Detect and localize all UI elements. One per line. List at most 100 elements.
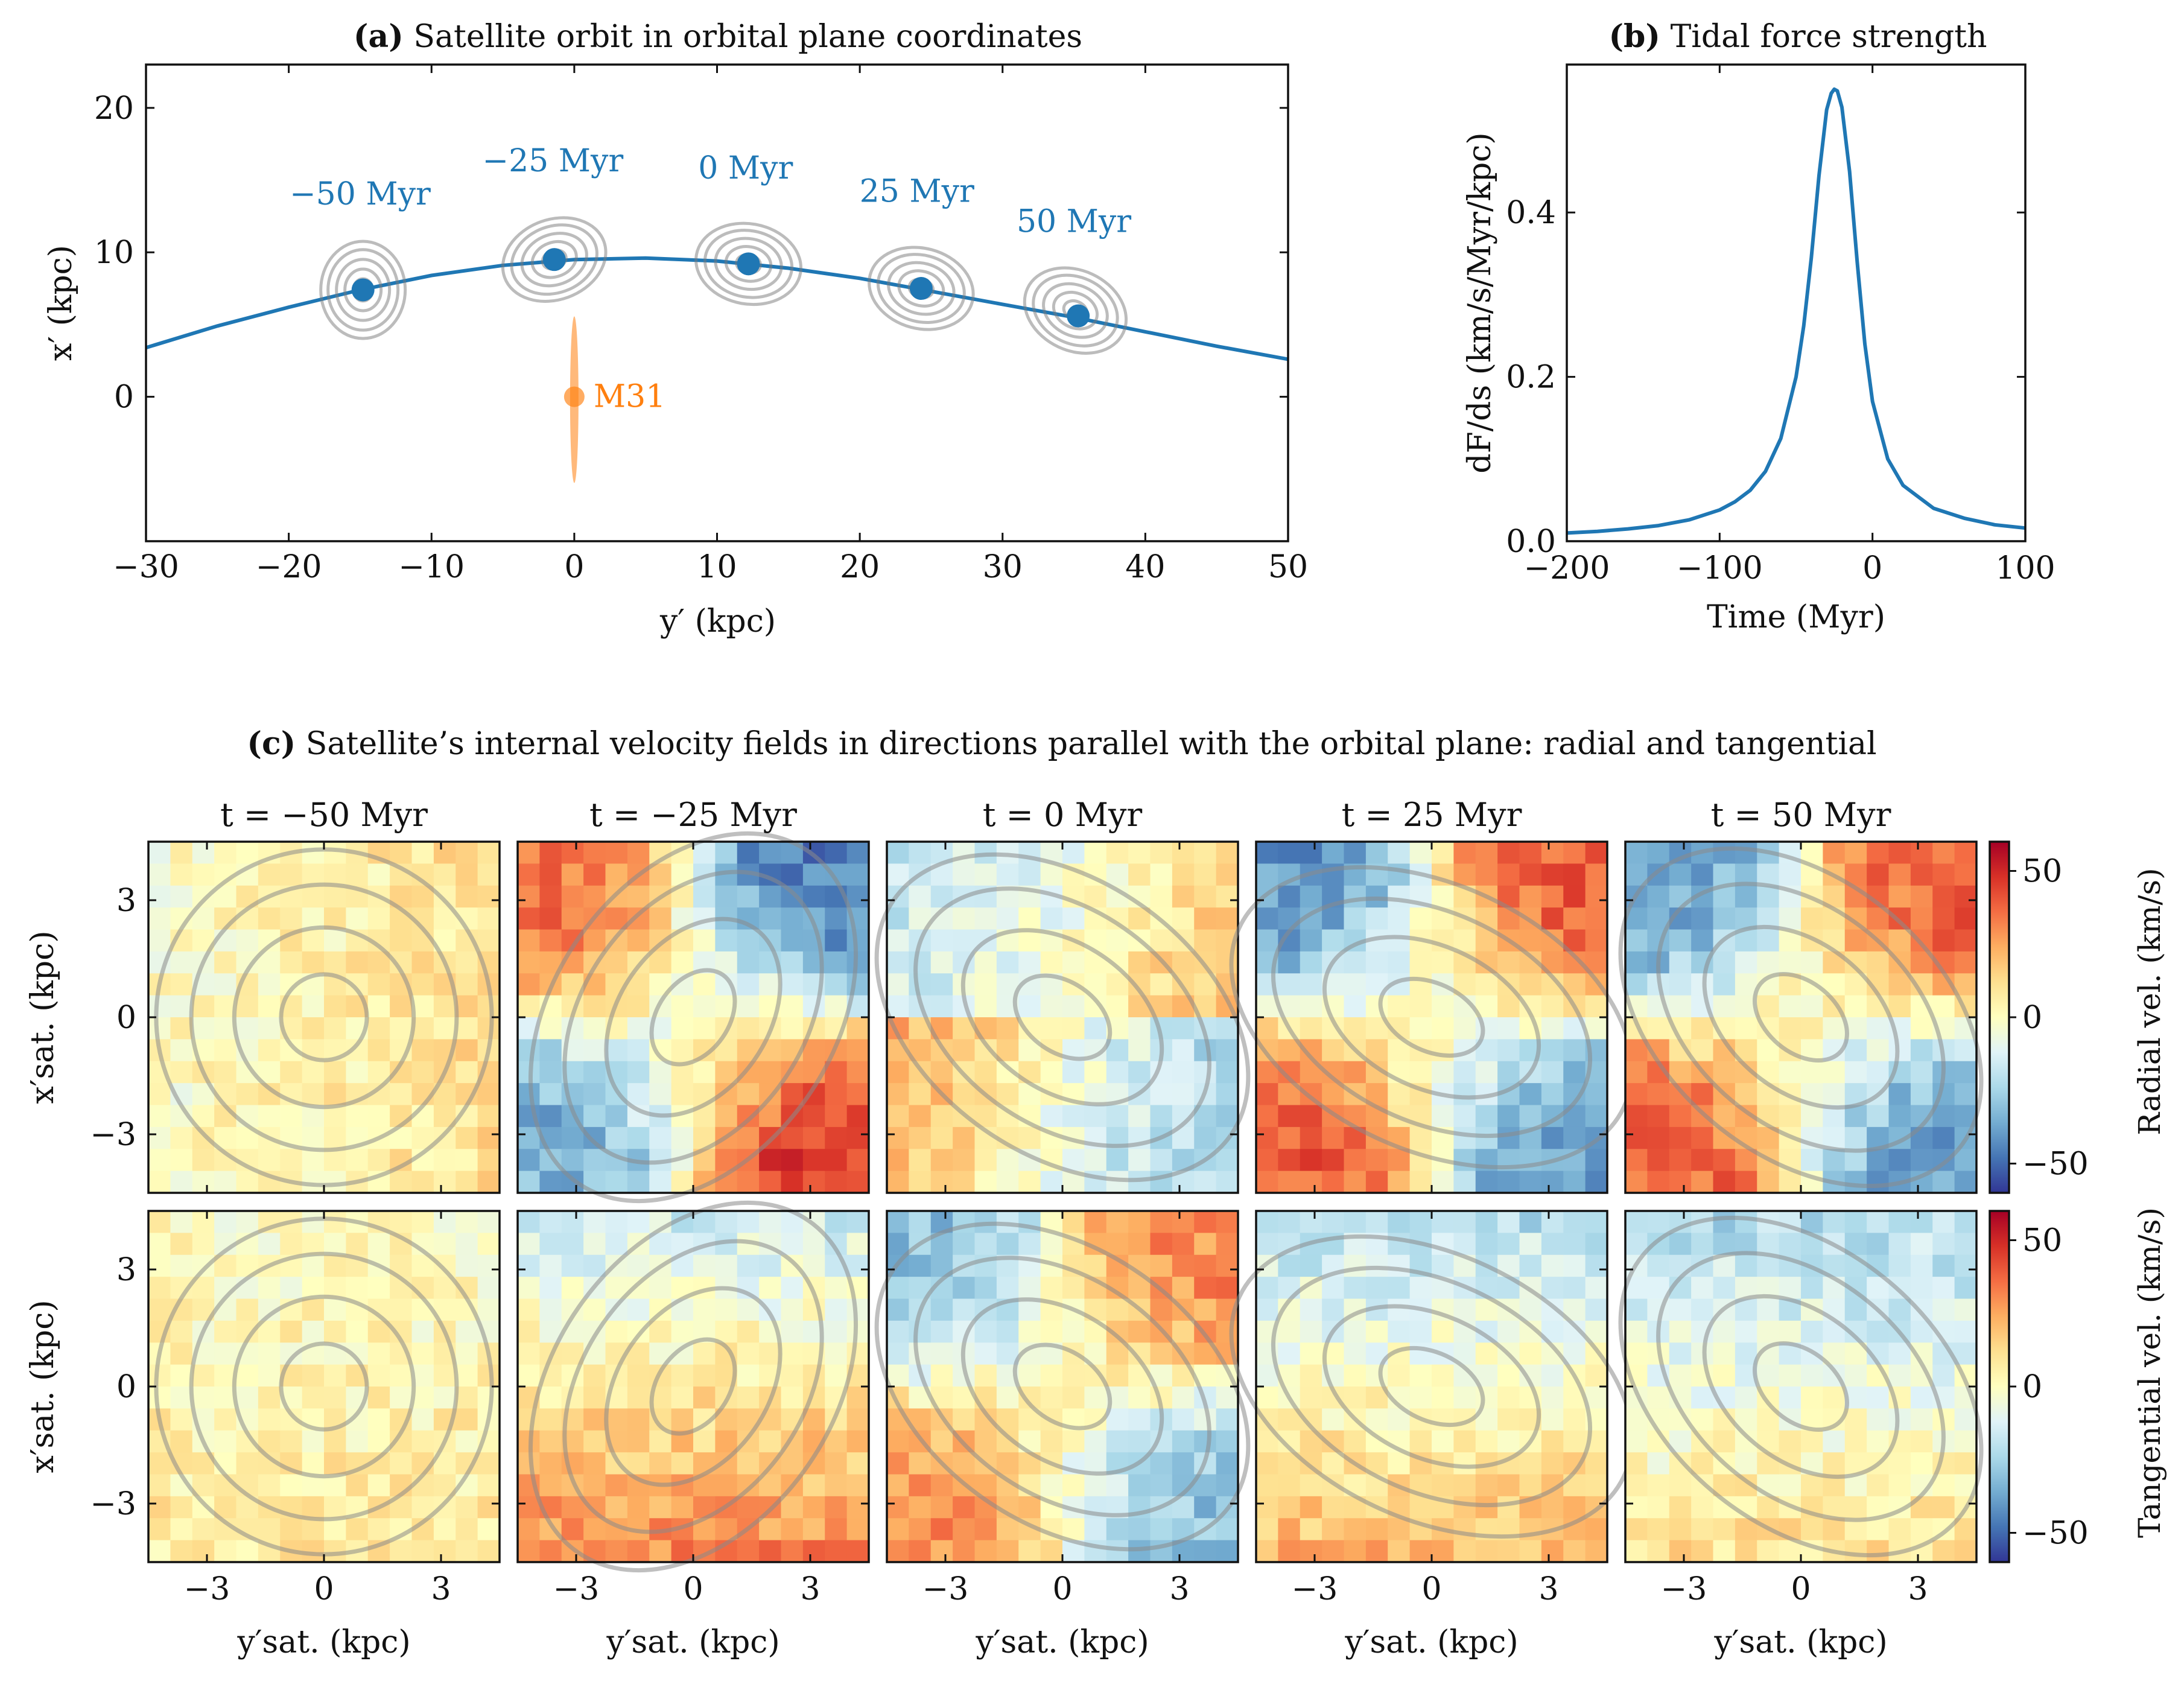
heatmap-cell (148, 1387, 171, 1409)
heatmap-cell (887, 1171, 909, 1193)
heatmap-cell (1625, 1452, 1648, 1475)
heatmap-cell (1541, 1387, 1564, 1409)
heatmap-cell (1647, 1105, 1670, 1128)
heatmap-cell (1563, 1171, 1586, 1193)
heatmap-cell (1128, 951, 1151, 974)
density-contour (1753, 1341, 1849, 1432)
heatmap-cell (1453, 1017, 1476, 1040)
heatmap-cell (1300, 1496, 1322, 1519)
heatmap-cell (367, 1017, 390, 1040)
heatmap-cell (802, 1171, 825, 1193)
heatmap-cell (781, 1277, 804, 1300)
heatmap-cell (258, 1017, 281, 1040)
heatmap-cell (1713, 1342, 1736, 1365)
heatmap-cell (1735, 1211, 1757, 1233)
heatmap-cell (930, 973, 953, 996)
heatmap-cell (1300, 1105, 1322, 1128)
heatmap-cell (192, 885, 215, 908)
velocity-panel: −3 0 3y′sat. (kpc) (1229, 1210, 1634, 1660)
snapshot-label: 25 Myr (860, 173, 974, 209)
y-tick-label: 0 (116, 1000, 136, 1036)
heatmap-cell (302, 1017, 325, 1040)
heatmap-cell (1322, 1211, 1345, 1233)
heatmap-cell (170, 951, 193, 974)
heatmap-cell (1910, 1452, 1933, 1475)
heatmap-cell (1563, 863, 1586, 886)
heatmap-cell (887, 1430, 909, 1453)
heatmap-cell (539, 1083, 562, 1106)
heatmap-cell (561, 1149, 584, 1172)
heatmap-cell (627, 1083, 650, 1106)
heatmap-cell (1453, 1496, 1476, 1519)
heatmap-cell (1128, 1387, 1151, 1409)
heatmap-cell (1691, 907, 1714, 930)
density-contour (528, 831, 859, 1204)
heatmap-cell (411, 1039, 434, 1062)
heatmap-cell (1278, 842, 1301, 864)
colorbar-gradient (1990, 842, 2009, 1193)
heatmap-cell (539, 1171, 562, 1193)
heatmap-cell (1801, 842, 1823, 864)
heatmap-cell (1106, 1105, 1129, 1128)
heatmap-cell (1106, 1430, 1129, 1453)
heatmap-cell (1409, 951, 1432, 974)
heatmap-cell (477, 929, 500, 952)
heatmap-cell (887, 1342, 909, 1365)
snapshot-marker (351, 278, 375, 302)
panel-c-title: (c) Satellite’s internal velocity fields… (247, 725, 1876, 762)
heatmap-cell (583, 1474, 606, 1497)
heatmap-cell (192, 1149, 215, 1172)
y-tick-label: 0 (116, 1369, 136, 1405)
heatmap-cell (170, 1320, 193, 1343)
heatmap-cell (1519, 1540, 1542, 1563)
snapshot-contour (1052, 290, 1099, 331)
heatmap-cell (1888, 929, 1911, 952)
heatmap-cell (148, 1105, 171, 1128)
heatmap-cell (1322, 842, 1345, 864)
heatmap-cell (781, 951, 804, 974)
heatmap-cell (1585, 1518, 1608, 1541)
heatmap-cell (1497, 951, 1520, 974)
heatmap-cell (1344, 1277, 1367, 1300)
heatmap-cell (1409, 1017, 1432, 1040)
heatmap-cell (887, 1233, 909, 1256)
heatmap-cell (1713, 1211, 1736, 1233)
heatmap-cell (737, 1342, 760, 1365)
heatmap-cell (583, 1233, 606, 1256)
heatmap-cell (781, 1518, 804, 1541)
heatmap-cell (1954, 1320, 1977, 1343)
heatmap-cell (456, 1518, 478, 1541)
heatmap-cell (1563, 1408, 1586, 1431)
heatmap-cell (846, 1233, 869, 1256)
heatmap-cell (1344, 1017, 1367, 1040)
heatmap-cell (996, 863, 1019, 886)
heatmap-cell (1409, 1126, 1432, 1149)
heatmap-cell (561, 1254, 584, 1277)
heatmap-cell (477, 1474, 500, 1497)
heatmap-cell (1519, 863, 1542, 886)
heatmap-cell (1625, 1408, 1648, 1431)
heatmap-cell (258, 1408, 281, 1431)
heatmap-cell (1453, 1387, 1476, 1409)
heatmap-cell (1823, 1452, 1846, 1475)
heatmap-cell (846, 1105, 869, 1128)
heatmap-cell (192, 1211, 215, 1233)
heatmap-cell (996, 1387, 1019, 1409)
heatmap-cell (1647, 1518, 1670, 1541)
heatmap-cell (1563, 1233, 1586, 1256)
heatmap-cell (302, 1452, 325, 1475)
heatmap-cell (1194, 1171, 1217, 1193)
heatmap-cell (583, 863, 606, 886)
heatmap-cell (649, 951, 672, 974)
heatmap-cell (456, 1126, 478, 1149)
heatmap-cell (1150, 1452, 1173, 1475)
heatmap-cell (759, 1430, 782, 1453)
heatmap-cell (1365, 1149, 1388, 1172)
heatmap-cell (192, 842, 215, 864)
heatmap-cell (605, 842, 628, 864)
heatmap-cell (433, 1540, 456, 1563)
density-contour (1378, 1345, 1485, 1428)
heatmap-cell (236, 1452, 259, 1475)
heatmap-cell (192, 1387, 215, 1409)
heatmap-cell (1497, 1211, 1520, 1233)
